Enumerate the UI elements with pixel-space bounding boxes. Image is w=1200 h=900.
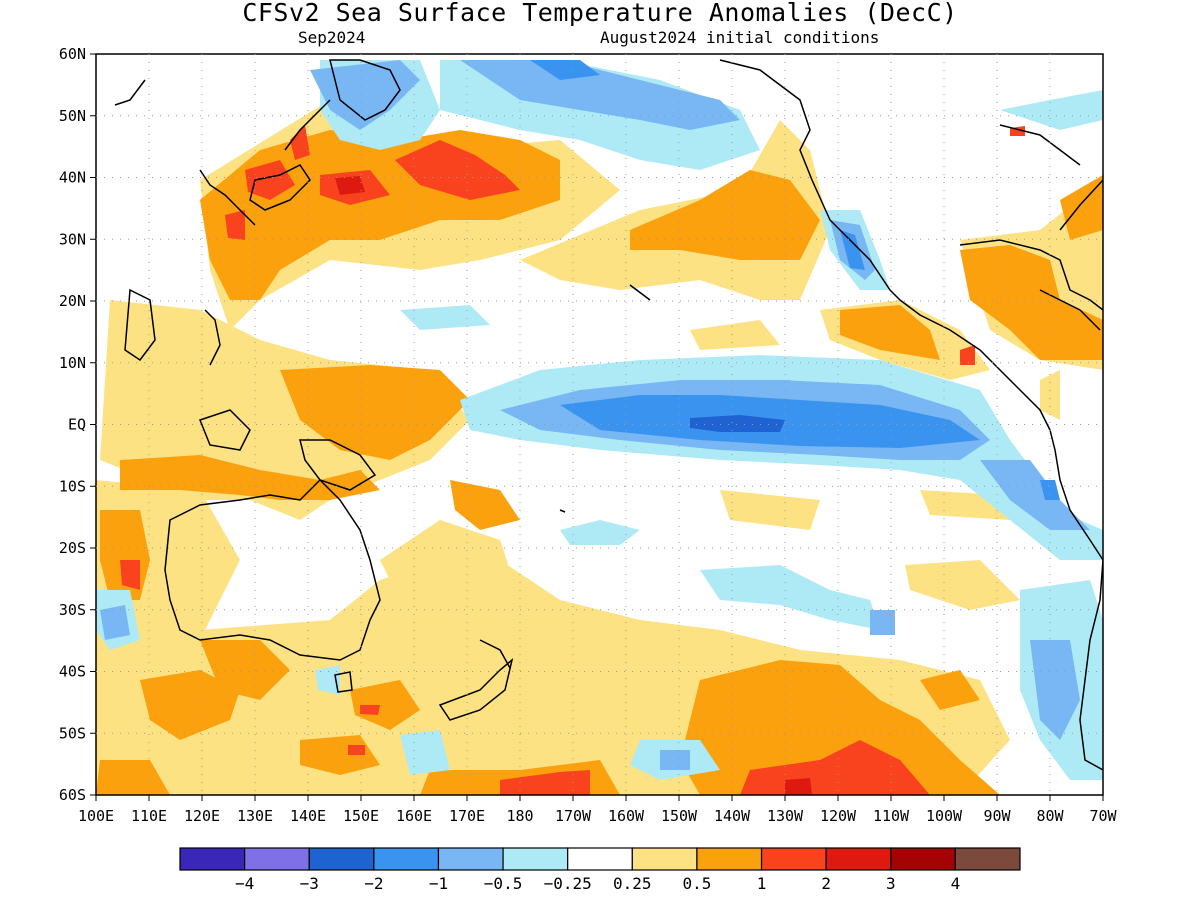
lat-label: 60N	[59, 45, 86, 63]
lat-label: 40N	[59, 169, 86, 187]
colder-regions	[690, 415, 785, 432]
lon-label: 70W	[1089, 807, 1117, 825]
legend-swatch	[954, 847, 1021, 871]
initial-conditions: August2024 initial conditions	[600, 28, 880, 47]
latitude-axis: 60N 50N 40N 30N 20N 10N EQ 10S 20S 30S 40S 50S 60S	[59, 45, 96, 804]
legend-swatch	[567, 847, 633, 871]
lat-label: 50S	[59, 724, 86, 742]
lon-label: 90W	[983, 807, 1011, 825]
hotter-regions	[335, 176, 812, 795]
forecast-month: Sep2024	[298, 28, 366, 47]
legend-swatch	[373, 847, 440, 871]
legend-label: 2	[821, 874, 831, 893]
legend-swatch	[244, 847, 310, 871]
lon-label: 160E	[396, 807, 432, 825]
legend-label: 0.25	[613, 874, 652, 893]
map-title: CFSv2 Sea Surface Temperature Anomalies …	[242, 0, 958, 27]
lon-label: 120E	[184, 807, 220, 825]
legend-label: 0.5	[682, 874, 711, 893]
legend-swatch	[696, 847, 763, 871]
lon-label: 140E	[290, 807, 326, 825]
lon-label: 100E	[78, 807, 114, 825]
lat-label: 60S	[59, 786, 86, 804]
lon-label: 100W	[926, 807, 963, 825]
lon-label: 170W	[555, 807, 592, 825]
lon-label: 150E	[343, 807, 379, 825]
legend-label: −0.25	[544, 874, 592, 893]
lat-label: 10S	[59, 477, 86, 495]
lat-label: 20S	[59, 539, 86, 557]
lat-label: 30N	[59, 230, 86, 248]
lat-label: 40S	[59, 663, 86, 681]
lon-label: 110E	[131, 807, 167, 825]
lat-label: 30S	[59, 601, 86, 619]
longitude-axis: 100E 110E 120E 130E 140E 150E 160E 170E 180 170W 1…	[78, 795, 1118, 825]
lat-label: 10N	[59, 354, 86, 372]
lat-label: 50N	[59, 107, 86, 125]
lat-label: 20N	[59, 292, 86, 310]
lon-label: 180	[506, 807, 533, 825]
legend-label: −0.5	[484, 874, 523, 893]
legend-label: −1	[429, 874, 448, 893]
legend-label: 3	[886, 874, 896, 893]
legend-swatch	[502, 847, 569, 871]
legend-label: −3	[300, 874, 319, 893]
lon-label: 130W	[767, 807, 804, 825]
lon-label: 170E	[449, 807, 485, 825]
legend-swatch	[631, 847, 698, 871]
lon-label: 110W	[873, 807, 910, 825]
lat-label: EQ	[68, 416, 86, 434]
lon-label: 120W	[820, 807, 857, 825]
legend-label: −4	[235, 874, 254, 893]
lon-label: 160W	[608, 807, 645, 825]
legend-swatch	[760, 847, 827, 871]
anomaly-field	[96, 59, 1103, 795]
legend-swatch	[825, 847, 892, 871]
legend-swatch	[179, 847, 246, 871]
lon-label: 150W	[661, 807, 698, 825]
color-legend: −4 −3 −2 −1 −0.5 −0.25 0.25 0.5 1 2 3 4	[179, 847, 1021, 893]
legend-label: −2	[364, 874, 383, 893]
legend-swatch	[890, 847, 956, 871]
lon-label: 80W	[1036, 807, 1064, 825]
legend-swatch	[308, 847, 375, 871]
legend-label: 1	[757, 874, 767, 893]
lon-label: 130E	[237, 807, 273, 825]
lon-label: 140W	[714, 807, 751, 825]
legend-swatch	[437, 847, 504, 871]
legend-label: 4	[951, 874, 961, 893]
